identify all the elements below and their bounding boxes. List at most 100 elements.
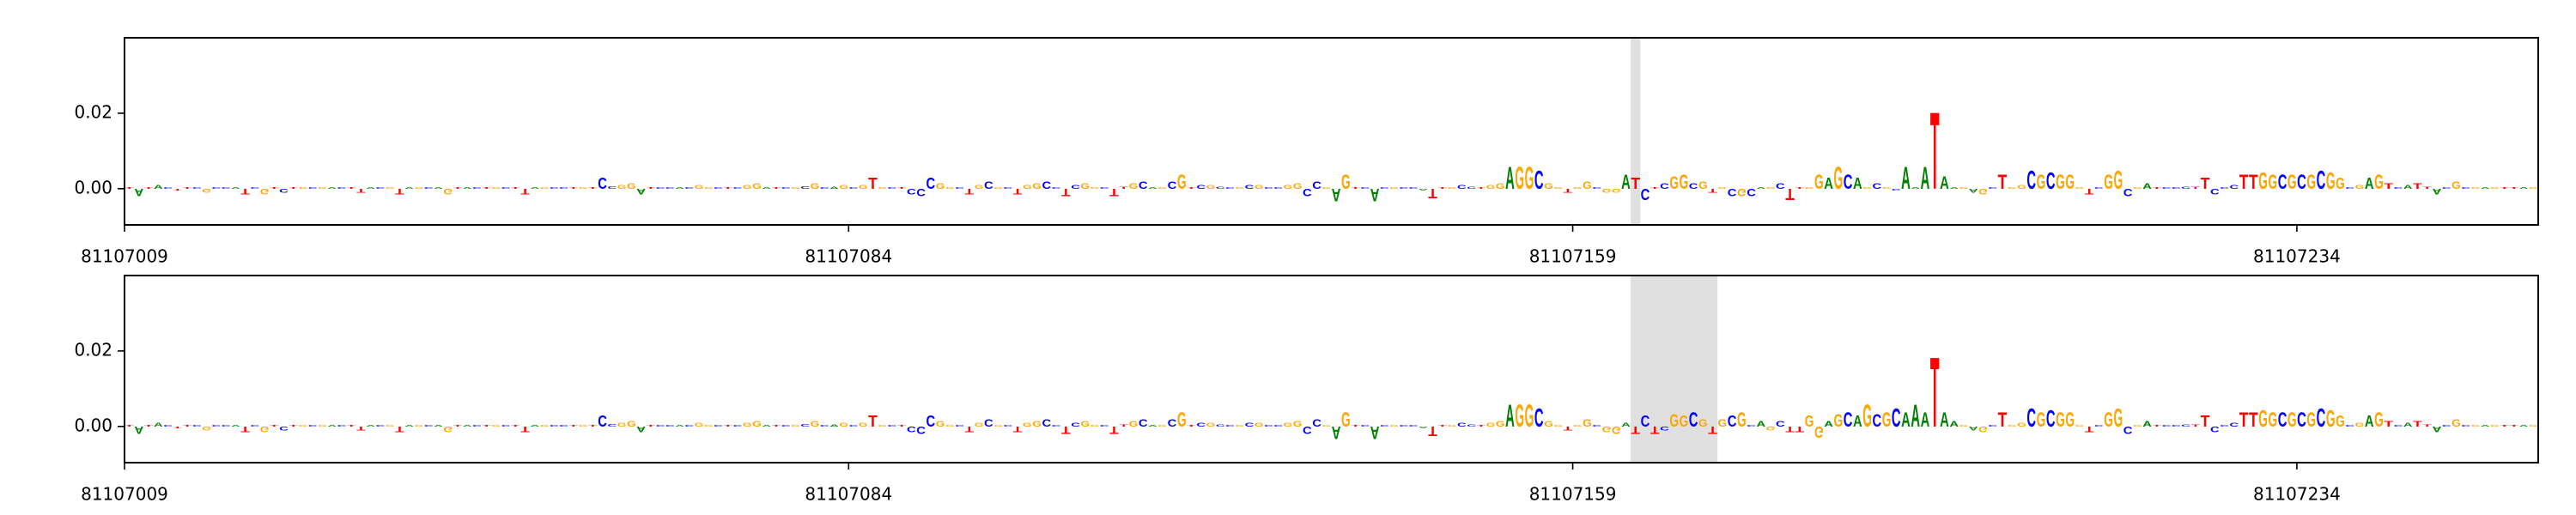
logo-letter: T bbox=[1109, 186, 1119, 198]
logo-letter: G bbox=[617, 185, 627, 191]
logo-letter: G bbox=[743, 422, 752, 428]
logo-letter: C bbox=[1071, 422, 1080, 428]
logo-letter: G bbox=[1814, 170, 1824, 193]
logo-letter: A bbox=[366, 425, 375, 427]
logo-letter: T bbox=[723, 187, 732, 190]
logo-letter: C bbox=[1071, 185, 1080, 191]
logo-letter: G bbox=[2008, 425, 2017, 427]
logo-letter: C bbox=[1728, 186, 1737, 198]
logo-letter: C bbox=[1409, 186, 1419, 189]
logo-letter: G bbox=[579, 425, 588, 427]
logo-letter: C bbox=[1660, 182, 1669, 191]
logo-letter: C bbox=[1872, 182, 1881, 191]
logo-letter: C bbox=[2026, 404, 2036, 433]
logo-letter: A bbox=[1419, 188, 1428, 191]
logo-letter: T bbox=[965, 186, 975, 195]
logo-letter: T bbox=[125, 186, 134, 189]
logo-letter: C bbox=[927, 176, 936, 193]
logo-letter: T bbox=[2500, 425, 2509, 427]
logo-letter: G bbox=[1766, 425, 1776, 431]
logo-letter: C bbox=[1361, 187, 1370, 190]
logo-letter: A bbox=[2403, 422, 2413, 428]
logo-letter: C bbox=[192, 425, 202, 427]
logo-letter: G bbox=[859, 185, 868, 191]
logo-letter: T bbox=[2422, 424, 2432, 427]
logo-letter: T bbox=[2249, 408, 2258, 431]
logo-letter: G bbox=[878, 187, 887, 190]
logo-letter: G bbox=[1091, 187, 1100, 190]
logo-letter: G bbox=[1389, 424, 1399, 427]
logo-letter: C bbox=[1139, 417, 1148, 429]
logo-letter: C bbox=[714, 424, 723, 427]
logo-letter: G bbox=[1080, 182, 1090, 191]
logo-letter: G bbox=[617, 422, 627, 428]
logo-letter: A bbox=[829, 424, 839, 427]
logo-letter: T bbox=[1476, 187, 1485, 190]
logo-letter: C bbox=[1844, 170, 1853, 193]
logo-letter: C bbox=[1689, 408, 1698, 431]
logo-letter: C bbox=[927, 414, 936, 431]
logo-letter: T bbox=[1119, 186, 1128, 190]
logo-letter: G bbox=[318, 425, 327, 427]
logo-letter: T bbox=[897, 425, 907, 427]
logo-letter: A bbox=[1921, 161, 1930, 197]
logo-letter: G bbox=[492, 186, 501, 189]
logo-letter: G bbox=[1322, 187, 1332, 190]
logo-letter: A bbox=[2365, 414, 2374, 431]
logo-letter: C bbox=[550, 186, 559, 189]
logo-letter: T bbox=[2249, 170, 2258, 193]
logo-letter: G bbox=[2355, 422, 2365, 428]
logo-letter: G bbox=[1718, 417, 1728, 429]
logo-letter: A bbox=[154, 422, 163, 428]
logo-letter: G bbox=[1177, 170, 1187, 193]
logo-letter: G bbox=[2104, 170, 2113, 193]
logo-letter: C bbox=[279, 425, 289, 431]
logo-letter: T bbox=[588, 187, 598, 190]
logo-letter: T bbox=[868, 176, 878, 193]
logo-letter: A bbox=[327, 424, 337, 427]
logo-letter: G bbox=[2268, 408, 2277, 431]
logo-letter: A bbox=[762, 425, 771, 427]
logo-letter: T bbox=[2201, 176, 2210, 193]
logo-letter: C bbox=[2345, 187, 2354, 190]
logo-letter: G bbox=[202, 425, 211, 431]
logo-letter: T bbox=[723, 425, 732, 427]
logo-letter: C bbox=[2394, 424, 2403, 427]
logo-letter: G bbox=[1284, 185, 1293, 191]
logo-letter: C bbox=[2297, 408, 2306, 431]
logo-letter: C bbox=[1409, 424, 1419, 427]
x-tick-label: 81107234 bbox=[2253, 484, 2341, 505]
logo-letter: T bbox=[897, 187, 907, 190]
logo-letter: T bbox=[1428, 185, 1437, 200]
logo-letter: G bbox=[2451, 417, 2461, 429]
logo-letter: C bbox=[1303, 186, 1312, 198]
logo-letter: T bbox=[2153, 187, 2162, 190]
logo-letter: G bbox=[2104, 408, 2113, 431]
logo-letter: C bbox=[849, 424, 859, 427]
logo-letter: C bbox=[2229, 185, 2239, 191]
logo-letter: C bbox=[907, 186, 916, 195]
logo-letter: G bbox=[579, 187, 588, 190]
logo-letter: C bbox=[2046, 168, 2056, 195]
logo-letter: T bbox=[183, 187, 192, 190]
logo-letter: C bbox=[2461, 187, 2470, 190]
logo-letter: C bbox=[192, 187, 202, 190]
logo-letter: T bbox=[270, 186, 279, 189]
logo-letter: C bbox=[1592, 187, 1601, 190]
logo-letter: G bbox=[1157, 425, 1167, 427]
logo-letter: G bbox=[1129, 182, 1139, 191]
logo-letter: A bbox=[2481, 425, 2490, 427]
logo-letter: T bbox=[1187, 187, 1196, 190]
logo-letter: A bbox=[327, 186, 337, 189]
logo-letter: G bbox=[492, 424, 501, 427]
logo-letter: A bbox=[1370, 185, 1380, 205]
logo-letter: T bbox=[1795, 424, 1804, 433]
logo-letter: G bbox=[2017, 185, 2026, 191]
logo-letter: G bbox=[1814, 422, 1824, 439]
logo-letter: T bbox=[1631, 424, 1640, 436]
logo-letter: C bbox=[1592, 425, 1601, 427]
logo-letter: T bbox=[646, 187, 655, 190]
logo-letter: T bbox=[511, 425, 520, 427]
logo-letter: A bbox=[404, 187, 414, 190]
logo-letter: A bbox=[2433, 424, 2442, 433]
